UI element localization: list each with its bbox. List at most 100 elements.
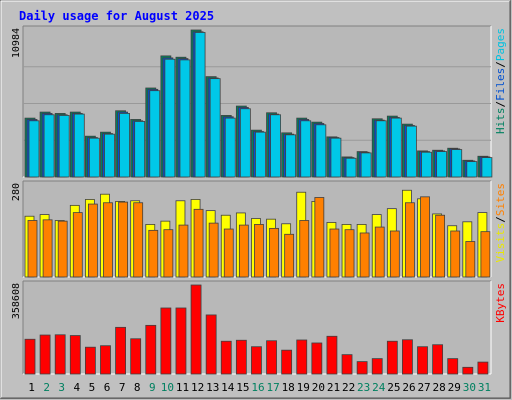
bar-sites-5 (87, 203, 98, 278)
bar-kbytes-13 (205, 314, 217, 375)
bar-kbytes-17 (266, 340, 277, 375)
bar-sites-10 (163, 229, 174, 278)
bar-kbytes-18 (281, 349, 293, 375)
chart-title: Daily usage for August 2025 (19, 9, 214, 23)
bar-pages-13 (209, 78, 221, 178)
x-tick-label: 14 (221, 381, 235, 394)
bar-sites-8 (133, 202, 144, 278)
bar-kbytes-8 (130, 338, 142, 375)
x-tick-label: 27 (417, 381, 430, 394)
bar-pages-6 (104, 133, 115, 178)
x-tick-label: 1 (28, 381, 35, 394)
series-bars (24, 284, 489, 375)
axis-label-separator: / (494, 61, 507, 68)
bar-pages-15 (239, 108, 251, 178)
bar-kbytes-14 (220, 340, 232, 375)
bar-pages-28 (436, 151, 448, 178)
bar-pages-7 (119, 113, 130, 178)
bar-pages-24 (375, 120, 387, 178)
bar-pages-19 (300, 120, 312, 178)
bar-kbytes-19 (296, 339, 308, 375)
bar-kbytes-31 (477, 361, 489, 375)
chart-panels: 10984Hits/Files/Pages280Visits/Sites3586… (11, 25, 507, 375)
bar-sites-29 (450, 230, 461, 278)
bar-kbytes-23 (356, 361, 368, 375)
bar-sites-17 (269, 227, 279, 278)
bar-kbytes-1 (24, 338, 36, 375)
bar-pages-26 (406, 125, 417, 178)
bar-kbytes-11 (175, 307, 187, 375)
x-tick-label: 30 (463, 381, 476, 394)
bar-pages-8 (134, 121, 146, 178)
bar-pages-23 (360, 152, 372, 178)
x-tick-label: 9 (149, 381, 156, 394)
axis-label-hits: Hits (494, 108, 507, 135)
bar-pages-14 (224, 117, 236, 178)
x-tick-label: 28 (433, 381, 446, 394)
x-tick-label: 26 (402, 381, 415, 394)
bar-kbytes-25 (386, 340, 398, 375)
bar-kbytes-6 (100, 345, 111, 375)
x-tick-label: 24 (372, 381, 386, 394)
bar-sites-1 (27, 220, 38, 278)
bar-pages-5 (88, 137, 100, 178)
y-max-label: 280 (11, 183, 22, 201)
bar-pages-21 (330, 137, 342, 178)
bar-pages-17 (270, 114, 281, 178)
bar-sites-20 (314, 197, 325, 278)
bar-sites-31 (480, 231, 491, 278)
x-tick-label: 16 (251, 381, 264, 394)
panel-visits_sites: 280 Visits/Sites (11, 180, 507, 278)
axis-label-pages: Pages (494, 28, 507, 61)
bar-sites-25 (389, 230, 400, 278)
bar-pages-1 (28, 120, 40, 178)
bar-sites-13 (208, 222, 219, 278)
axis-label-kbytes: KBytes (494, 283, 507, 323)
bar-kbytes-10 (160, 307, 172, 375)
series-bars (24, 29, 493, 178)
bar-sites-14 (223, 228, 234, 278)
bar-pages-2 (43, 114, 55, 178)
x-tick-label: 19 (297, 381, 310, 394)
bar-pages-25 (390, 117, 402, 178)
x-tick-label: 25 (387, 381, 400, 394)
x-tick-label: 10 (161, 381, 174, 394)
bar-sites-6 (103, 202, 113, 278)
x-tick-label: 6 (104, 381, 111, 394)
bar-kbytes-27 (417, 346, 428, 375)
axis-label-visits: Visits (494, 223, 507, 263)
bar-sites-21 (329, 228, 340, 278)
bar-kbytes-21 (326, 335, 338, 375)
x-tick-label: 8 (134, 381, 141, 394)
x-tick-label: 17 (266, 381, 279, 394)
x-tick-label: 15 (236, 381, 249, 394)
bar-kbytes-20 (311, 342, 323, 375)
bar-sites-28 (435, 214, 446, 278)
bar-sites-12 (193, 208, 204, 278)
bar-kbytes-28 (432, 344, 444, 375)
bar-kbytes-2 (39, 334, 51, 375)
bar-sites-30 (465, 241, 476, 278)
x-tick-label: 29 (448, 381, 461, 394)
bar-sites-19 (299, 220, 310, 278)
x-tick-label: 18 (282, 381, 295, 394)
x-tick-label: 13 (206, 381, 219, 394)
bar-sites-23 (359, 232, 370, 278)
bar-kbytes-30 (462, 366, 474, 375)
axis-label-separator: / (494, 216, 507, 223)
bar-kbytes-9 (145, 324, 157, 375)
x-tick-label: 4 (74, 381, 81, 394)
bar-pages-27 (421, 151, 432, 178)
x-tick-label: 22 (342, 381, 355, 394)
bar-kbytes-15 (235, 339, 247, 375)
bar-pages-3 (58, 115, 70, 178)
bar-pages-10 (164, 58, 176, 178)
bar-sites-24 (374, 226, 385, 278)
axis-label-separator: / (494, 101, 507, 108)
x-tick-label: 7 (119, 381, 126, 394)
bar-sites-26 (405, 202, 415, 278)
x-tick-label: 23 (357, 381, 370, 394)
bar-kbytes-12 (190, 284, 202, 375)
